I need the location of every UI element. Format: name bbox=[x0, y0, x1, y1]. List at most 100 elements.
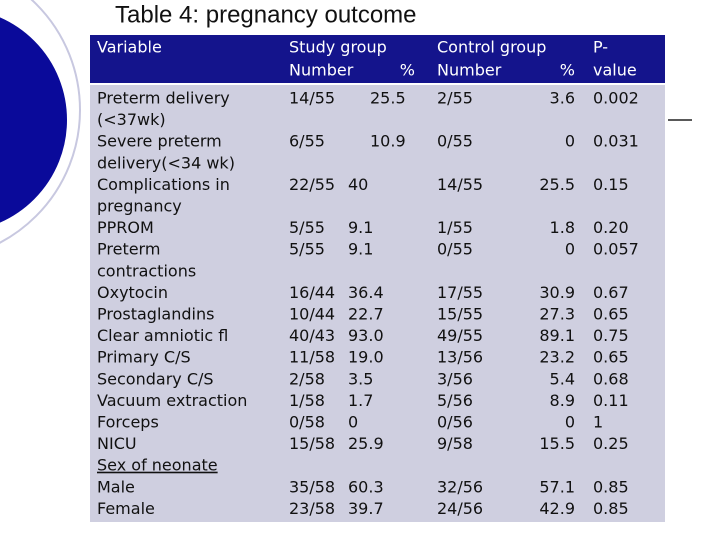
value-cell: 0.67 bbox=[593, 283, 629, 302]
value-cell: 0.85 bbox=[593, 477, 629, 496]
variable-label: pregnancy bbox=[97, 197, 182, 216]
value-cell: 25.5 bbox=[370, 89, 406, 108]
value-cell: 3/56 bbox=[437, 369, 473, 388]
value-cell: 27.3 bbox=[539, 305, 575, 324]
value-cell: 9/58 bbox=[437, 434, 473, 453]
variable-label: Vacuum extraction bbox=[97, 391, 247, 410]
value-cell: 15/55 bbox=[437, 305, 483, 324]
value-cell: 36.4 bbox=[348, 283, 384, 302]
value-cell: 35/58 bbox=[289, 477, 335, 496]
value-cell: 22/55 bbox=[289, 175, 335, 194]
value-cell: 11/58 bbox=[289, 348, 335, 367]
decor-circle bbox=[0, 10, 73, 230]
decor-ring bbox=[0, 0, 81, 244]
header-cell: Control group bbox=[437, 38, 546, 57]
variable-label: Primary C/S bbox=[97, 348, 191, 367]
variable-label: Female bbox=[97, 499, 155, 518]
variable-label: NICU bbox=[97, 434, 137, 453]
value-cell: 0.85 bbox=[593, 499, 629, 518]
variable-label: Severe preterm bbox=[97, 132, 222, 151]
variable-label: Sex of neonate bbox=[97, 456, 218, 475]
value-cell: 0/55 bbox=[437, 132, 473, 151]
value-cell: 2/58 bbox=[289, 369, 325, 388]
value-cell: 0 bbox=[565, 240, 575, 259]
value-cell: 42.9 bbox=[539, 499, 575, 518]
value-cell: 15.5 bbox=[539, 434, 575, 453]
value-cell: 1/55 bbox=[437, 218, 473, 237]
value-cell: 0.25 bbox=[593, 434, 629, 453]
value-cell: 0.65 bbox=[593, 305, 629, 324]
variable-label: Male bbox=[97, 477, 135, 496]
header-cell: % bbox=[400, 61, 415, 80]
header-cell: Number bbox=[289, 61, 354, 80]
value-cell: 30.9 bbox=[539, 283, 575, 302]
table: Variable Study group Number % Control group N… bbox=[97, 38, 639, 518]
variable-label: Prostaglandins bbox=[97, 305, 214, 324]
value-cell: 16/44 bbox=[289, 283, 335, 302]
value-cell: 0.031 bbox=[593, 132, 639, 151]
value-cell: 32/56 bbox=[437, 477, 483, 496]
value-cell: 1.7 bbox=[348, 391, 373, 410]
value-cell: 0/55 bbox=[437, 240, 473, 259]
value-cell: 2/55 bbox=[437, 89, 473, 108]
value-cell: 5/56 bbox=[437, 391, 473, 410]
value-cell: 10.9 bbox=[370, 132, 406, 151]
variable-label: Preterm bbox=[97, 240, 160, 259]
variable-label: Clear amniotic fl bbox=[97, 326, 228, 345]
value-cell: 0.002 bbox=[593, 89, 639, 108]
value-cell: 23.2 bbox=[539, 348, 575, 367]
variable-label: delivery(<34 wk) bbox=[97, 153, 235, 172]
value-cell: 0.057 bbox=[593, 240, 639, 259]
value-cell: 0.11 bbox=[593, 391, 629, 410]
value-cell: 15/58 bbox=[289, 434, 335, 453]
value-cell: 49/55 bbox=[437, 326, 483, 345]
value-cell: 1/58 bbox=[289, 391, 325, 410]
value-cell: 14/55 bbox=[437, 175, 483, 194]
value-cell: 14/55 bbox=[289, 89, 335, 108]
value-cell: 6/55 bbox=[289, 132, 325, 151]
value-cell: 40/43 bbox=[289, 326, 335, 345]
value-cell: 39.7 bbox=[348, 499, 384, 518]
table-header bbox=[90, 35, 665, 83]
slide-title: Table 4: pregnancy outcome bbox=[115, 1, 417, 28]
header-cell: % bbox=[560, 61, 575, 80]
value-cell: 0 bbox=[565, 413, 575, 432]
value-cell: 5/55 bbox=[289, 218, 325, 237]
value-cell: 23/58 bbox=[289, 499, 335, 518]
variable-label: Oxytocin bbox=[97, 283, 168, 302]
value-cell: 57.1 bbox=[539, 477, 575, 496]
header-cell: value bbox=[593, 61, 637, 80]
table-body bbox=[90, 85, 665, 522]
value-cell: 19.0 bbox=[348, 348, 384, 367]
value-cell: 0.68 bbox=[593, 369, 629, 388]
value-cell: 0/56 bbox=[437, 413, 473, 432]
value-cell: 0 bbox=[348, 413, 358, 432]
value-cell: 0.75 bbox=[593, 326, 629, 345]
header-cell: Number bbox=[437, 61, 502, 80]
value-cell: 13/56 bbox=[437, 348, 483, 367]
value-cell: 24/56 bbox=[437, 499, 483, 518]
value-cell: 93.0 bbox=[348, 326, 384, 345]
value-cell: 0.65 bbox=[593, 348, 629, 367]
value-cell: 3.6 bbox=[550, 89, 575, 108]
variable-label: Forceps bbox=[97, 413, 159, 432]
variable-label: Secondary C/S bbox=[97, 369, 214, 388]
value-cell: 8.9 bbox=[550, 391, 575, 410]
value-cell: 0.15 bbox=[593, 175, 629, 194]
value-cell: 89.1 bbox=[539, 326, 575, 345]
value-cell: 0/58 bbox=[289, 413, 325, 432]
header-cell: Variable bbox=[97, 38, 162, 57]
value-cell: 60.3 bbox=[348, 477, 384, 496]
value-cell: 1.8 bbox=[550, 218, 575, 237]
variable-label: contractions bbox=[97, 261, 196, 280]
value-cell: 9.1 bbox=[348, 240, 373, 259]
value-cell: 0 bbox=[565, 132, 575, 151]
value-cell: 1 bbox=[593, 413, 603, 432]
value-cell: 5/55 bbox=[289, 240, 325, 259]
variable-label: Preterm delivery bbox=[97, 89, 230, 108]
variable-label: (<37wk) bbox=[97, 110, 166, 129]
value-cell: 9.1 bbox=[348, 218, 373, 237]
value-cell: 3.5 bbox=[348, 369, 373, 388]
value-cell: 22.7 bbox=[348, 305, 384, 324]
